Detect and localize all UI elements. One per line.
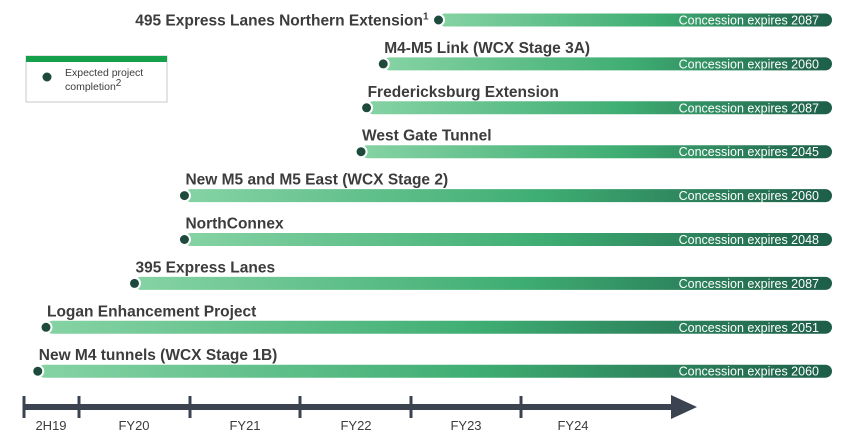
axis-tick-label: FY20 xyxy=(118,418,149,433)
project-row: Concession expires 2060 New M4 tunnels (W… xyxy=(31,347,832,379)
project-name: NorthConnex xyxy=(185,216,284,233)
expiry-label: Concession expires 2060 xyxy=(679,365,819,379)
project-name: M4-M5 Link (WCX Stage 3A) xyxy=(384,40,590,57)
project-row: Concession expires 2060 New M5 and M5 Eas… xyxy=(177,172,832,203)
axis-arrow-icon xyxy=(671,395,697,419)
project-row: Concession expires 2051 Logan Enhancement… xyxy=(39,303,832,335)
x-axis: 2H19 FY20 FY21 FY22 FY23 FY24 xyxy=(22,395,697,433)
project-bar xyxy=(46,320,832,334)
expiry-label: Concession expires 2045 xyxy=(679,145,819,159)
completion-marker-icon xyxy=(354,145,368,159)
project-bars: Concession expires 2087 495 Express Lanes… xyxy=(31,12,832,379)
project-name: 495 Express Lanes Northern Extension1 xyxy=(135,12,429,30)
project-row: Concession expires 2060 M4-M5 Link (WCX S… xyxy=(376,40,832,71)
completion-marker-icon xyxy=(432,13,445,27)
expiry-label: Concession expires 2048 xyxy=(679,233,819,247)
legend-text-line2: completion2 xyxy=(65,78,122,93)
project-row: Concession expires 2087 495 Express Lanes… xyxy=(135,12,832,30)
expiry-label: Concession expires 2060 xyxy=(679,57,819,71)
axis-tick-label: 2H19 xyxy=(35,418,66,433)
completion-marker-icon xyxy=(177,189,191,203)
project-name: New M5 and M5 East (WCX Stage 2) xyxy=(185,172,448,189)
completion-marker-icon xyxy=(39,320,53,334)
expiry-label: Concession expires 2087 xyxy=(679,101,819,115)
legend-marker-icon xyxy=(40,70,54,84)
project-name: New M4 tunnels (WCX Stage 1B) xyxy=(39,347,278,364)
project-row: Concession expires 2048 NorthConnex xyxy=(177,216,832,247)
project-bar xyxy=(184,189,832,203)
expiry-label: Concession expires 2087 xyxy=(679,14,819,28)
project-bar xyxy=(37,364,832,378)
project-name: Logan Enhancement Project xyxy=(47,303,256,320)
expiry-label: Concession expires 2060 xyxy=(679,189,819,203)
project-bar xyxy=(383,57,832,71)
completion-marker-icon xyxy=(31,364,45,378)
project-name: 395 Express Lanes xyxy=(136,259,276,276)
project-bar xyxy=(134,276,832,290)
project-row: Concession expires 2045 West Gate Tunnel xyxy=(354,128,832,159)
project-row: Concession expires 2087 Fredericksburg Ex… xyxy=(360,84,832,115)
legend-top-bar xyxy=(26,56,167,62)
project-bar xyxy=(184,233,832,246)
completion-marker-icon xyxy=(376,57,390,71)
project-row: Concession expires 2087 395 Express Lanes xyxy=(128,259,832,291)
completion-marker-icon xyxy=(128,276,141,290)
project-name: West Gate Tunnel xyxy=(362,128,491,145)
axis-tick-label: FY24 xyxy=(557,418,588,433)
axis-tick-label: FY21 xyxy=(229,418,260,433)
expiry-label: Concession expires 2087 xyxy=(679,277,819,291)
axis-tick-label: FY23 xyxy=(450,418,481,433)
expiry-label: Concession expires 2051 xyxy=(679,321,819,335)
legend-text-line1: Expected project xyxy=(65,67,143,79)
project-name: Fredericksburg Extension xyxy=(368,84,559,101)
project-bar xyxy=(361,145,832,159)
completion-marker-icon xyxy=(177,233,191,246)
project-bar xyxy=(366,101,832,115)
legend: Expected project completion2 xyxy=(25,55,168,103)
completion-marker-icon xyxy=(360,101,374,115)
project-bar xyxy=(438,13,832,27)
axis-tick-label: FY22 xyxy=(340,418,371,433)
